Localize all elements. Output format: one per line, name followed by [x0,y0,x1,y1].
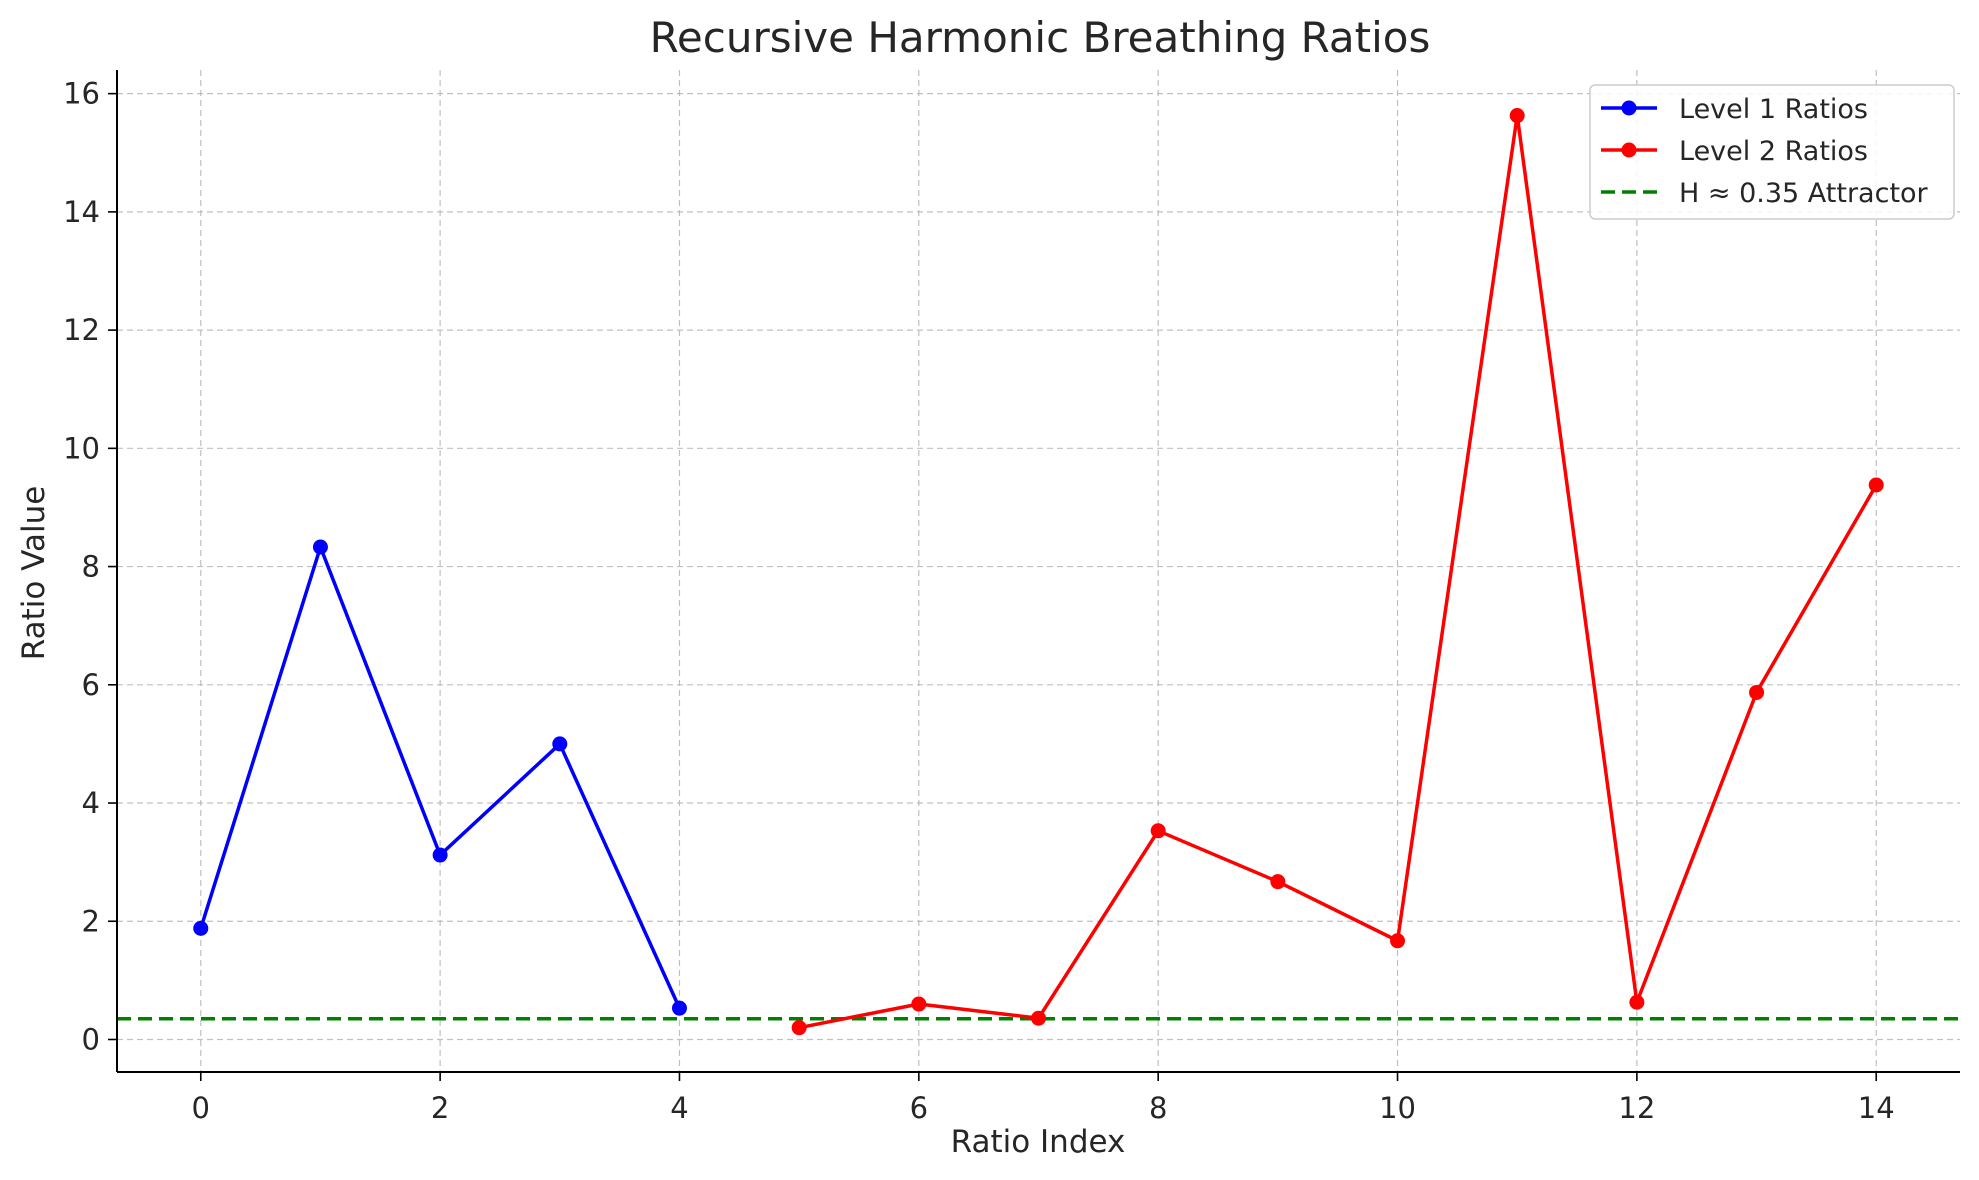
series-layer [193,108,1884,1036]
legend-item-attractor: H ≈ 0.35 Attractor [1601,178,1929,209]
data-point-level-2 [1270,874,1286,890]
legend-label-attractor: H ≈ 0.35 Attractor [1679,178,1929,209]
legend-item-level-1: Level 1 Ratios [1601,94,1868,125]
data-point-level-1 [312,539,328,555]
x-tick-label: 2 [431,1091,449,1125]
y-tick-label: 4 [82,786,100,820]
legend: Level 1 Ratios Level 2 Ratios H ≈ 0.35 A… [1589,84,1955,220]
data-point-level-2 [1031,1010,1046,1026]
y-tick-label: 16 [63,77,100,111]
data-point-level-1 [432,847,448,863]
chart-title: Recursive Harmonic Breathing Ratios [650,13,1431,62]
legend-label-level-2: Level 2 Ratios [1679,136,1868,167]
x-tick-label: 12 [1618,1091,1655,1125]
data-point-level-2 [1749,684,1765,700]
axes [116,70,1960,1073]
ticks: 0 2 4 6 8 10 12 14 0 2 4 6 8 10 12 14 16 [63,77,1895,1125]
data-point-level-2 [1390,933,1406,949]
y-tick-label: 12 [63,313,100,347]
data-point-level-1 [671,1000,687,1016]
grid [117,70,1960,1072]
data-point-level-1 [193,920,209,936]
x-tick-label: 6 [910,1091,928,1125]
legend-box [1589,84,1955,220]
x-tick-label: 8 [1149,1091,1167,1125]
y-axis-label: Ratio Value [16,486,52,661]
data-point-level-2 [1150,823,1166,839]
data-point-level-2 [791,1020,807,1036]
legend-item-level-2: Level 2 Ratios [1601,136,1868,167]
x-tick-label: 14 [1858,1091,1895,1125]
x-tick-label: 4 [670,1091,688,1125]
data-point-level-2 [1629,994,1645,1010]
series-line-level-1 [199,545,682,1009]
y-tick-label: 8 [82,550,100,584]
legend-marker-level-2 [1621,142,1637,158]
legend-label-level-1: Level 1 Ratios [1679,94,1868,125]
y-tick-label: 6 [82,668,100,702]
x-axis-label: Ratio Index [951,1124,1126,1160]
y-tick-label: 10 [63,431,100,465]
y-tick-label: 2 [82,904,100,938]
data-point-level-2 [911,996,927,1012]
x-tick-label: 10 [1379,1091,1416,1125]
y-tick-label: 0 [82,1022,100,1056]
legend-marker-level-1 [1621,100,1637,116]
data-point-level-2 [1509,108,1525,124]
x-tick-label: 0 [192,1091,210,1125]
data-point-level-2 [1868,477,1884,493]
y-tick-label: 14 [63,195,100,229]
data-point-level-1 [552,736,568,752]
series-line-level-2 [798,113,1878,1030]
